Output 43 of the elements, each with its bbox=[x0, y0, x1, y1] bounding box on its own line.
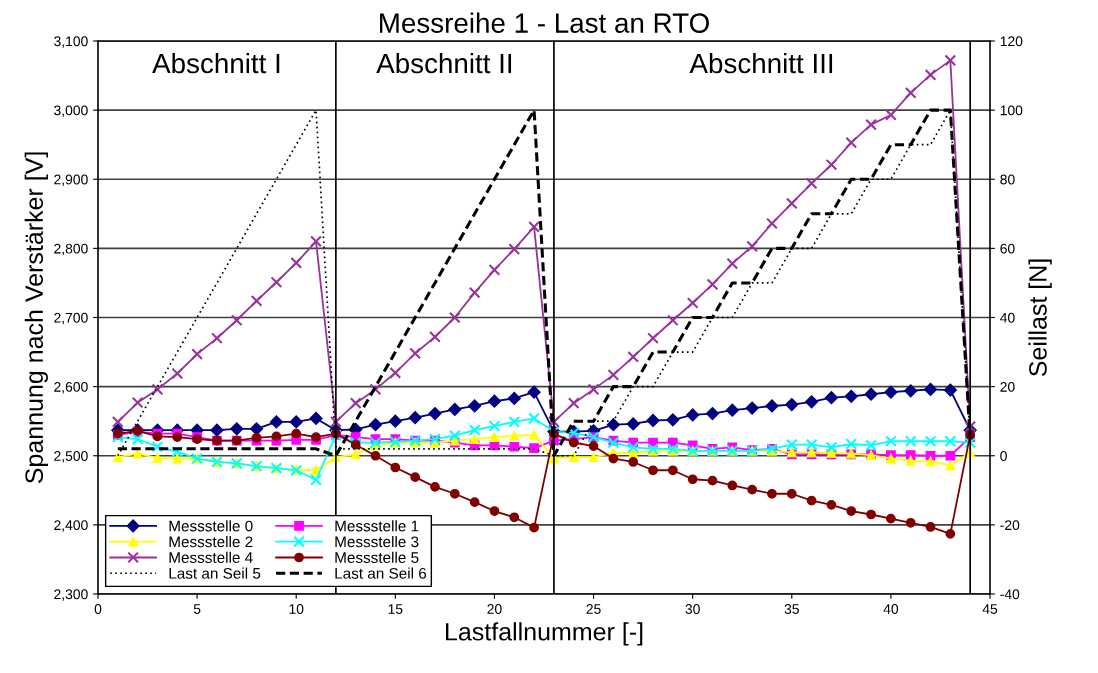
legend-label: Messstelle 2 bbox=[169, 536, 253, 548]
y2-tick-label: 0 bbox=[1000, 451, 1007, 461]
y2-tick-label: 100 bbox=[1000, 105, 1023, 116]
y-tick-label: 2,900 bbox=[54, 174, 88, 187]
y-axis-title: Spannung nach Verstärker [V] bbox=[24, 152, 48, 484]
y2-axis-title: Seillast [N] bbox=[1028, 259, 1052, 377]
y2-tick-label: -40 bbox=[1000, 589, 1020, 600]
legend-label: Messstelle 3 bbox=[335, 536, 419, 548]
x-tick-label: 5 bbox=[193, 604, 201, 614]
y-tick-label: 2,500 bbox=[54, 451, 88, 463]
chart-title: Messreihe 1 - Last an RTO bbox=[380, 12, 709, 33]
y2-tick-label: 40 bbox=[1000, 312, 1015, 323]
x-axis-title: Lastfallnummer [-] bbox=[446, 622, 643, 646]
y2-tick-label: 120 bbox=[1000, 36, 1023, 47]
x-tick-label: 15 bbox=[388, 604, 403, 614]
y2-tick-label: -20 bbox=[1000, 520, 1020, 531]
legend-label: Messstelle 0 bbox=[169, 520, 253, 532]
y-tick-label: 2,400 bbox=[54, 520, 88, 532]
annotation: Abschnitt II bbox=[376, 52, 512, 74]
y-tick-label: 2,800 bbox=[54, 243, 88, 256]
annotation: Abschnitt III bbox=[689, 52, 833, 74]
x-tick-label: 10 bbox=[289, 604, 304, 614]
y-tick-label: 2,600 bbox=[54, 381, 88, 394]
y2-tick-label: 20 bbox=[1000, 381, 1015, 392]
y-tick-label: 3,000 bbox=[54, 105, 88, 117]
x-tick-label: 0 bbox=[94, 604, 102, 614]
x-tick-label: 35 bbox=[784, 604, 799, 614]
y-tick-label: 2,700 bbox=[54, 312, 88, 325]
x-tick-label: 25 bbox=[586, 604, 601, 614]
y-tick-label: 3,100 bbox=[54, 36, 88, 48]
x-tick-label: 45 bbox=[982, 604, 998, 614]
y2-tick-label: 60 bbox=[1000, 243, 1015, 254]
y2-tick-label: 80 bbox=[1000, 174, 1015, 185]
x-tick-label: 20 bbox=[487, 604, 502, 614]
legend-label: Messstelle 4 bbox=[169, 551, 253, 563]
legend-label: Last an Seil 6 bbox=[335, 567, 427, 579]
legend-label: Last an Seil 5 bbox=[169, 567, 261, 579]
x-tick-label: 40 bbox=[883, 604, 899, 614]
y-tick-label: 2,300 bbox=[54, 589, 88, 601]
annotation: Abschnitt I bbox=[152, 52, 280, 74]
x-tick-label: 30 bbox=[685, 604, 700, 614]
legend-label: Messstelle 1 bbox=[335, 520, 419, 532]
legend-label: Messstelle 5 bbox=[335, 551, 419, 563]
